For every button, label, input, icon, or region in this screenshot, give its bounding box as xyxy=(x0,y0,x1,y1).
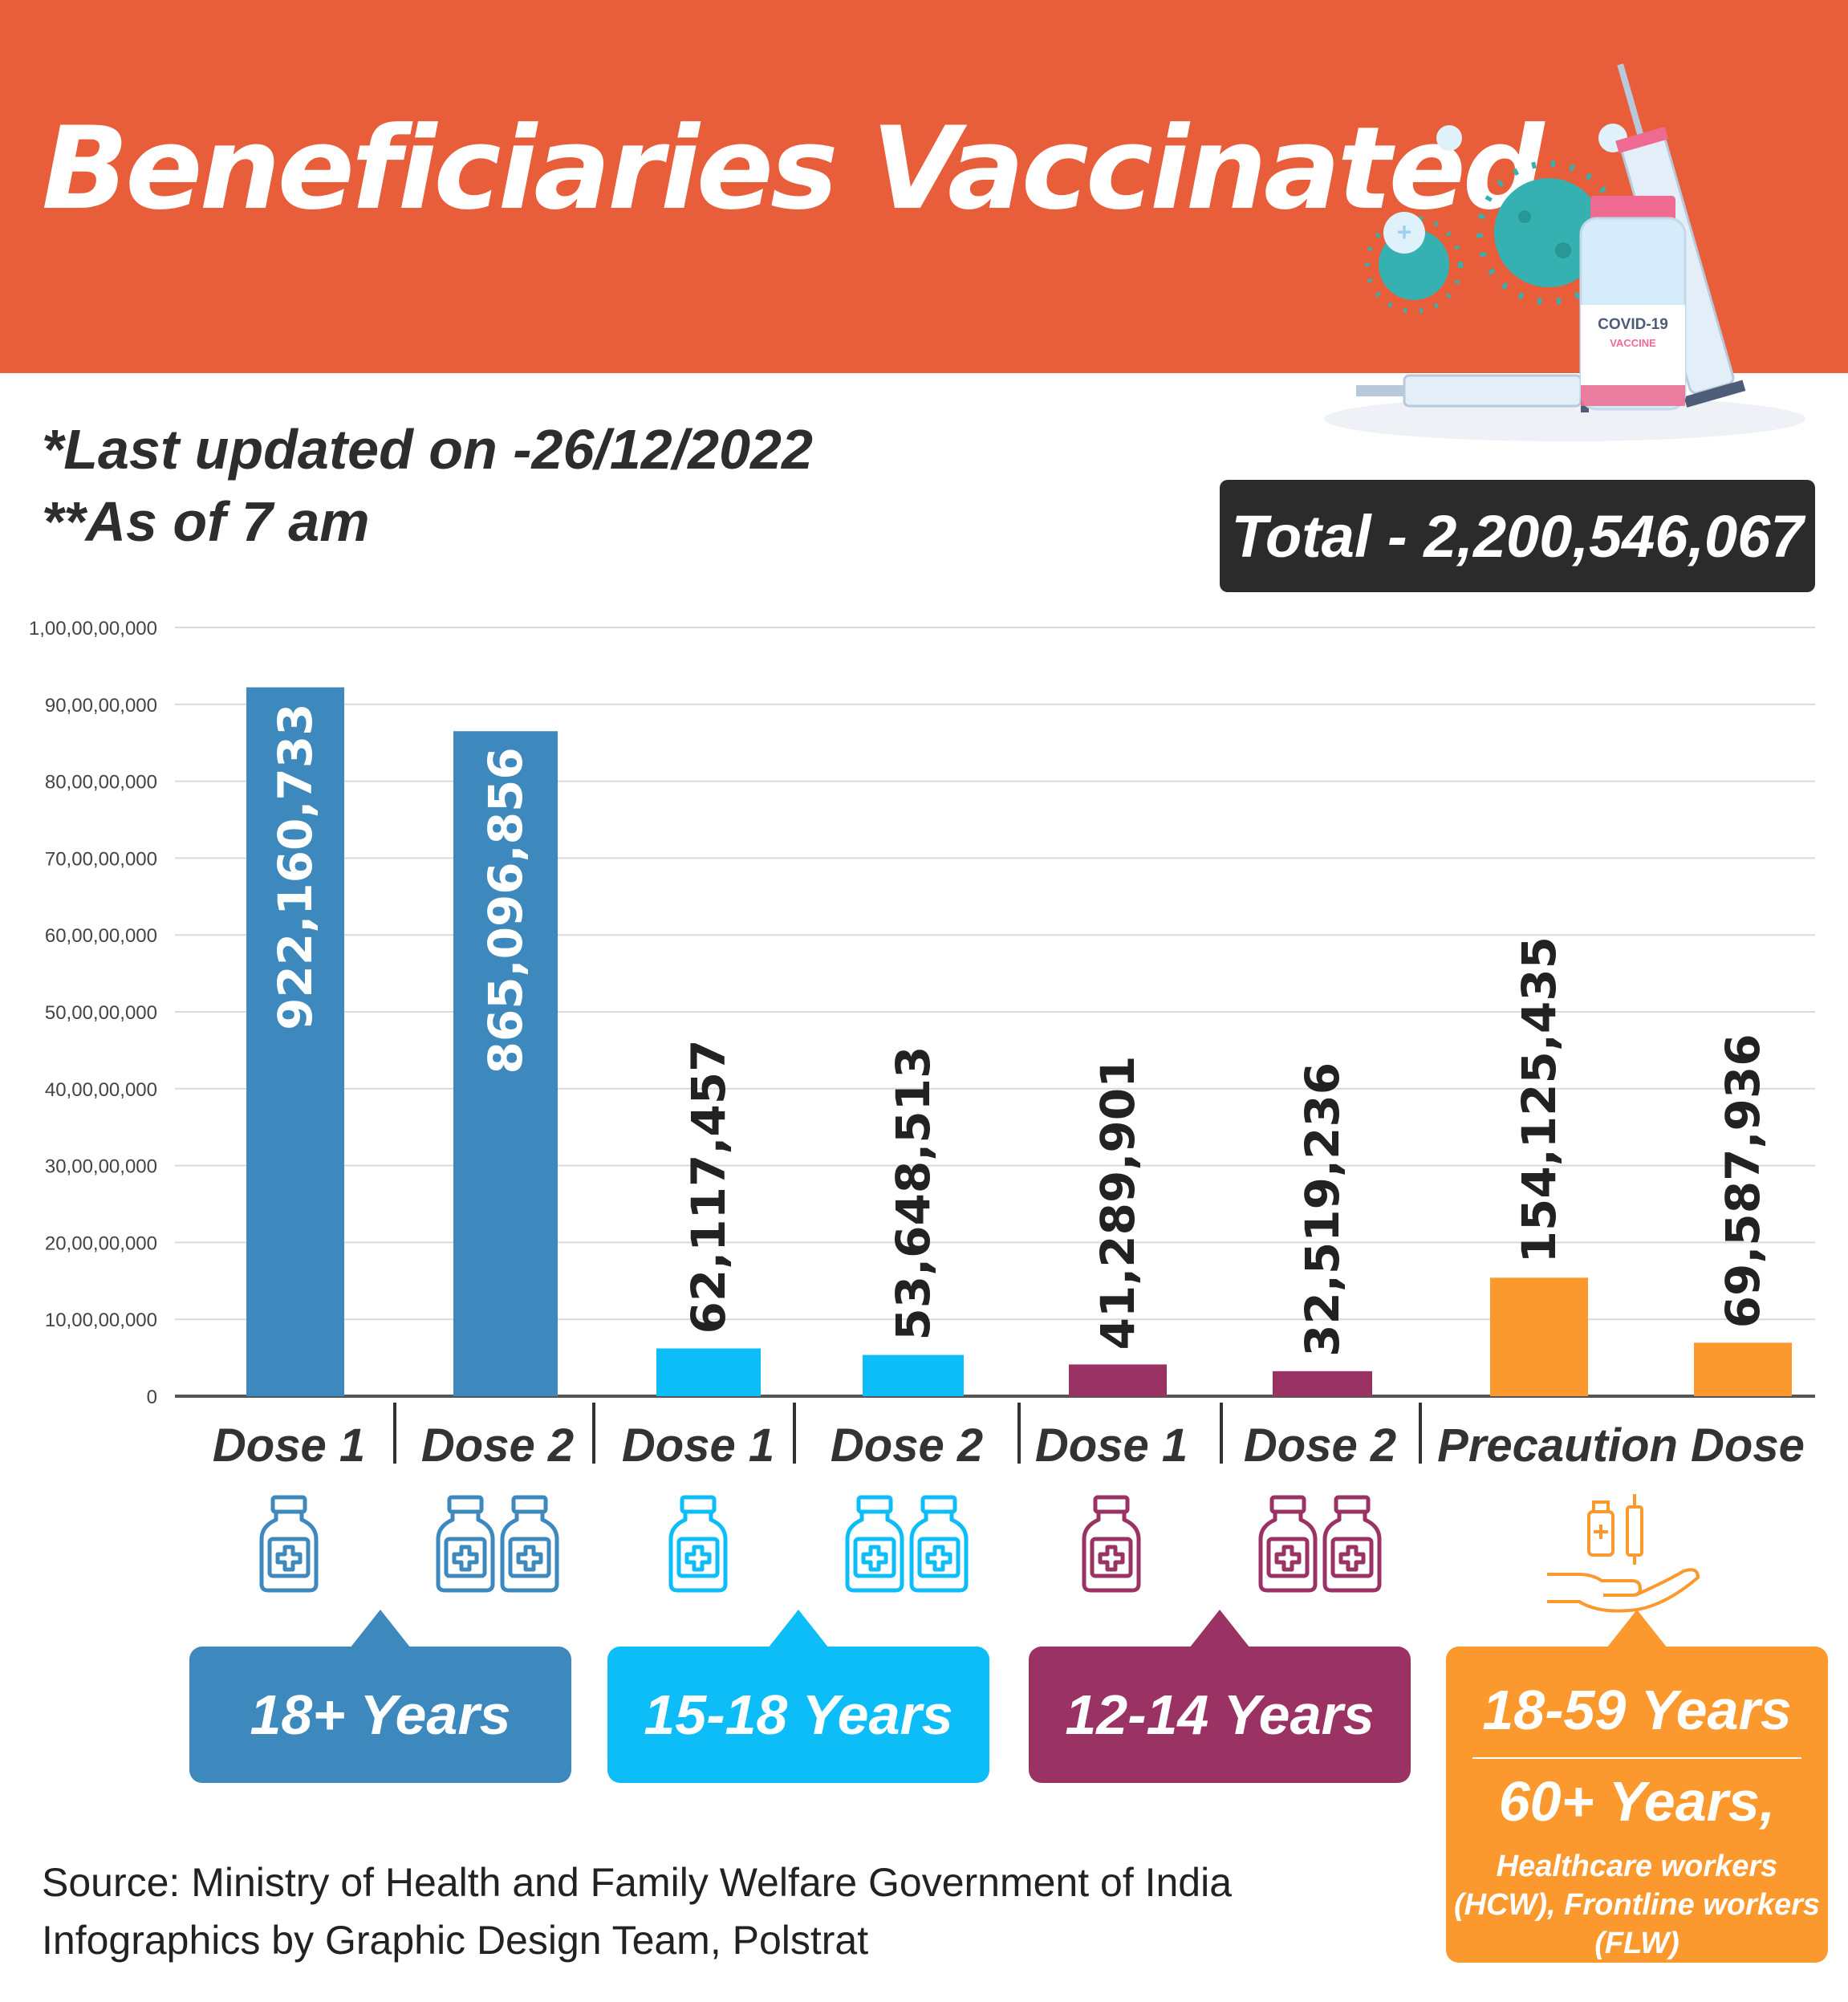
bottle-label-line2: VACCINE xyxy=(1610,337,1656,349)
pointer-arrow xyxy=(1606,1610,1667,1648)
age-group-label: 18-59 Years xyxy=(1482,1679,1792,1741)
age-group-sublabel: 60+ Years, xyxy=(1498,1770,1776,1833)
bar-value-label: 32,519,236 xyxy=(1295,1062,1350,1357)
category-label: Dose 1 xyxy=(622,1419,774,1472)
y-tick-label: 90,00,00,000 xyxy=(45,695,157,717)
source-line: Source: Ministry of Health and Family We… xyxy=(42,1860,1233,1905)
category-label: Dose 2 xyxy=(421,1419,574,1472)
source-note: Source: Ministry of Health and Family We… xyxy=(42,1854,1232,1969)
bar-value-label: 922,160,733 xyxy=(268,704,323,1030)
pointer-arrow xyxy=(350,1610,411,1648)
vaccine-illustration: + COVID-19 VACCINE xyxy=(1324,63,1805,441)
bar-value-label: 865,096,856 xyxy=(478,747,533,1074)
plus-bubble-icon xyxy=(1383,212,1425,254)
bar xyxy=(1490,1277,1588,1396)
y-tick-label: 1,00,00,00,000 xyxy=(29,618,157,640)
age-group-label: 12-14 Years xyxy=(1065,1683,1375,1746)
category-label: Dose 1 xyxy=(1035,1419,1188,1472)
total-badge: Total - 2,200,546,067 xyxy=(1220,480,1815,592)
y-tick-label: 50,00,00,000 xyxy=(45,1002,157,1024)
bar-value-label: 62,117,457 xyxy=(681,1040,736,1334)
bar xyxy=(453,731,558,1396)
age-group-note: Healthcare workers (HCW), Frontline work… xyxy=(1453,1850,1821,1960)
y-tick-label: 20,00,00,000 xyxy=(45,1232,157,1254)
age-group-box: 15-18 Years xyxy=(607,1610,989,1783)
as-of-time: **As of 7 am xyxy=(42,490,370,553)
vial-icon xyxy=(1322,1495,1382,1593)
update-info: *Last updated on -26/12/2022 **As of 7 a… xyxy=(42,413,813,558)
y-tick-label: 40,00,00,000 xyxy=(45,1079,157,1101)
bar-value-label: 154,125,435 xyxy=(1512,936,1566,1263)
bar xyxy=(246,687,344,1396)
svg-text:+: + xyxy=(1397,217,1412,246)
y-tick-label: 30,00,00,000 xyxy=(45,1156,157,1178)
vial-icon xyxy=(259,1495,319,1593)
pointer-arrow xyxy=(1189,1610,1250,1648)
vial-icon xyxy=(909,1495,969,1593)
vial-icon xyxy=(845,1495,904,1593)
bar-value-label: 41,289,901 xyxy=(1091,1056,1145,1350)
bar-value-label: 53,648,513 xyxy=(886,1046,940,1341)
y-tick-label: 60,00,00,000 xyxy=(45,925,157,947)
last-updated: *Last updated on -26/12/2022 xyxy=(42,418,813,481)
vaccine-bottle-icon: COVID-19 VACCINE xyxy=(1579,196,1687,411)
age-group-box: 18+ Years xyxy=(189,1610,571,1783)
pointer-arrow xyxy=(768,1610,829,1648)
age-group-label: 15-18 Years xyxy=(644,1683,953,1746)
bar-value-label: 69,587,936 xyxy=(1716,1033,1770,1328)
age-group-box: 18-59 Years 60+ Years, Healthcare workers … xyxy=(1446,1610,1828,1963)
y-tick-label: 0 xyxy=(147,1387,157,1408)
divider xyxy=(1472,1757,1801,1759)
age-group-box: 12-14 Years xyxy=(1029,1610,1411,1783)
credit-line: Infographics by Graphic Design Team, Pol… xyxy=(42,1918,869,1963)
hand-vaccine-icon xyxy=(1547,1494,1700,1613)
y-tick-label: 10,00,00,000 xyxy=(45,1310,157,1331)
vial-icon xyxy=(668,1495,728,1593)
category-label: Dose 2 xyxy=(831,1419,983,1472)
vial-icon xyxy=(500,1495,559,1593)
vial-icon xyxy=(1258,1495,1318,1593)
bottle-label-line1: COVID-19 xyxy=(1598,316,1668,333)
category-label: Precaution Dose xyxy=(1437,1419,1805,1472)
y-tick-label: 80,00,00,000 xyxy=(45,772,157,794)
y-tick-label: 70,00,00,000 xyxy=(45,848,157,870)
age-group-label: 18+ Years xyxy=(250,1683,511,1746)
category-label: Dose 1 xyxy=(213,1419,365,1472)
bar xyxy=(863,1354,964,1396)
page-title: Beneficiaries Vaccinated xyxy=(42,103,1544,235)
bar xyxy=(656,1348,761,1396)
vial-icon xyxy=(436,1495,495,1593)
bar-chart: 0 10,00,00,000 20,00,00,000 30,00,00,000 40,… xyxy=(29,618,1815,1613)
category-label: Dose 2 xyxy=(1244,1419,1396,1472)
plus-bubble-icon xyxy=(1436,125,1462,151)
virus-icon xyxy=(1494,178,1603,287)
bar xyxy=(1273,1371,1372,1396)
header-banner: Beneficiaries Vaccinated + COVID-19 xyxy=(0,0,1848,441)
vial-icon xyxy=(1082,1495,1141,1593)
bar xyxy=(1694,1342,1792,1396)
bar xyxy=(1069,1364,1167,1396)
